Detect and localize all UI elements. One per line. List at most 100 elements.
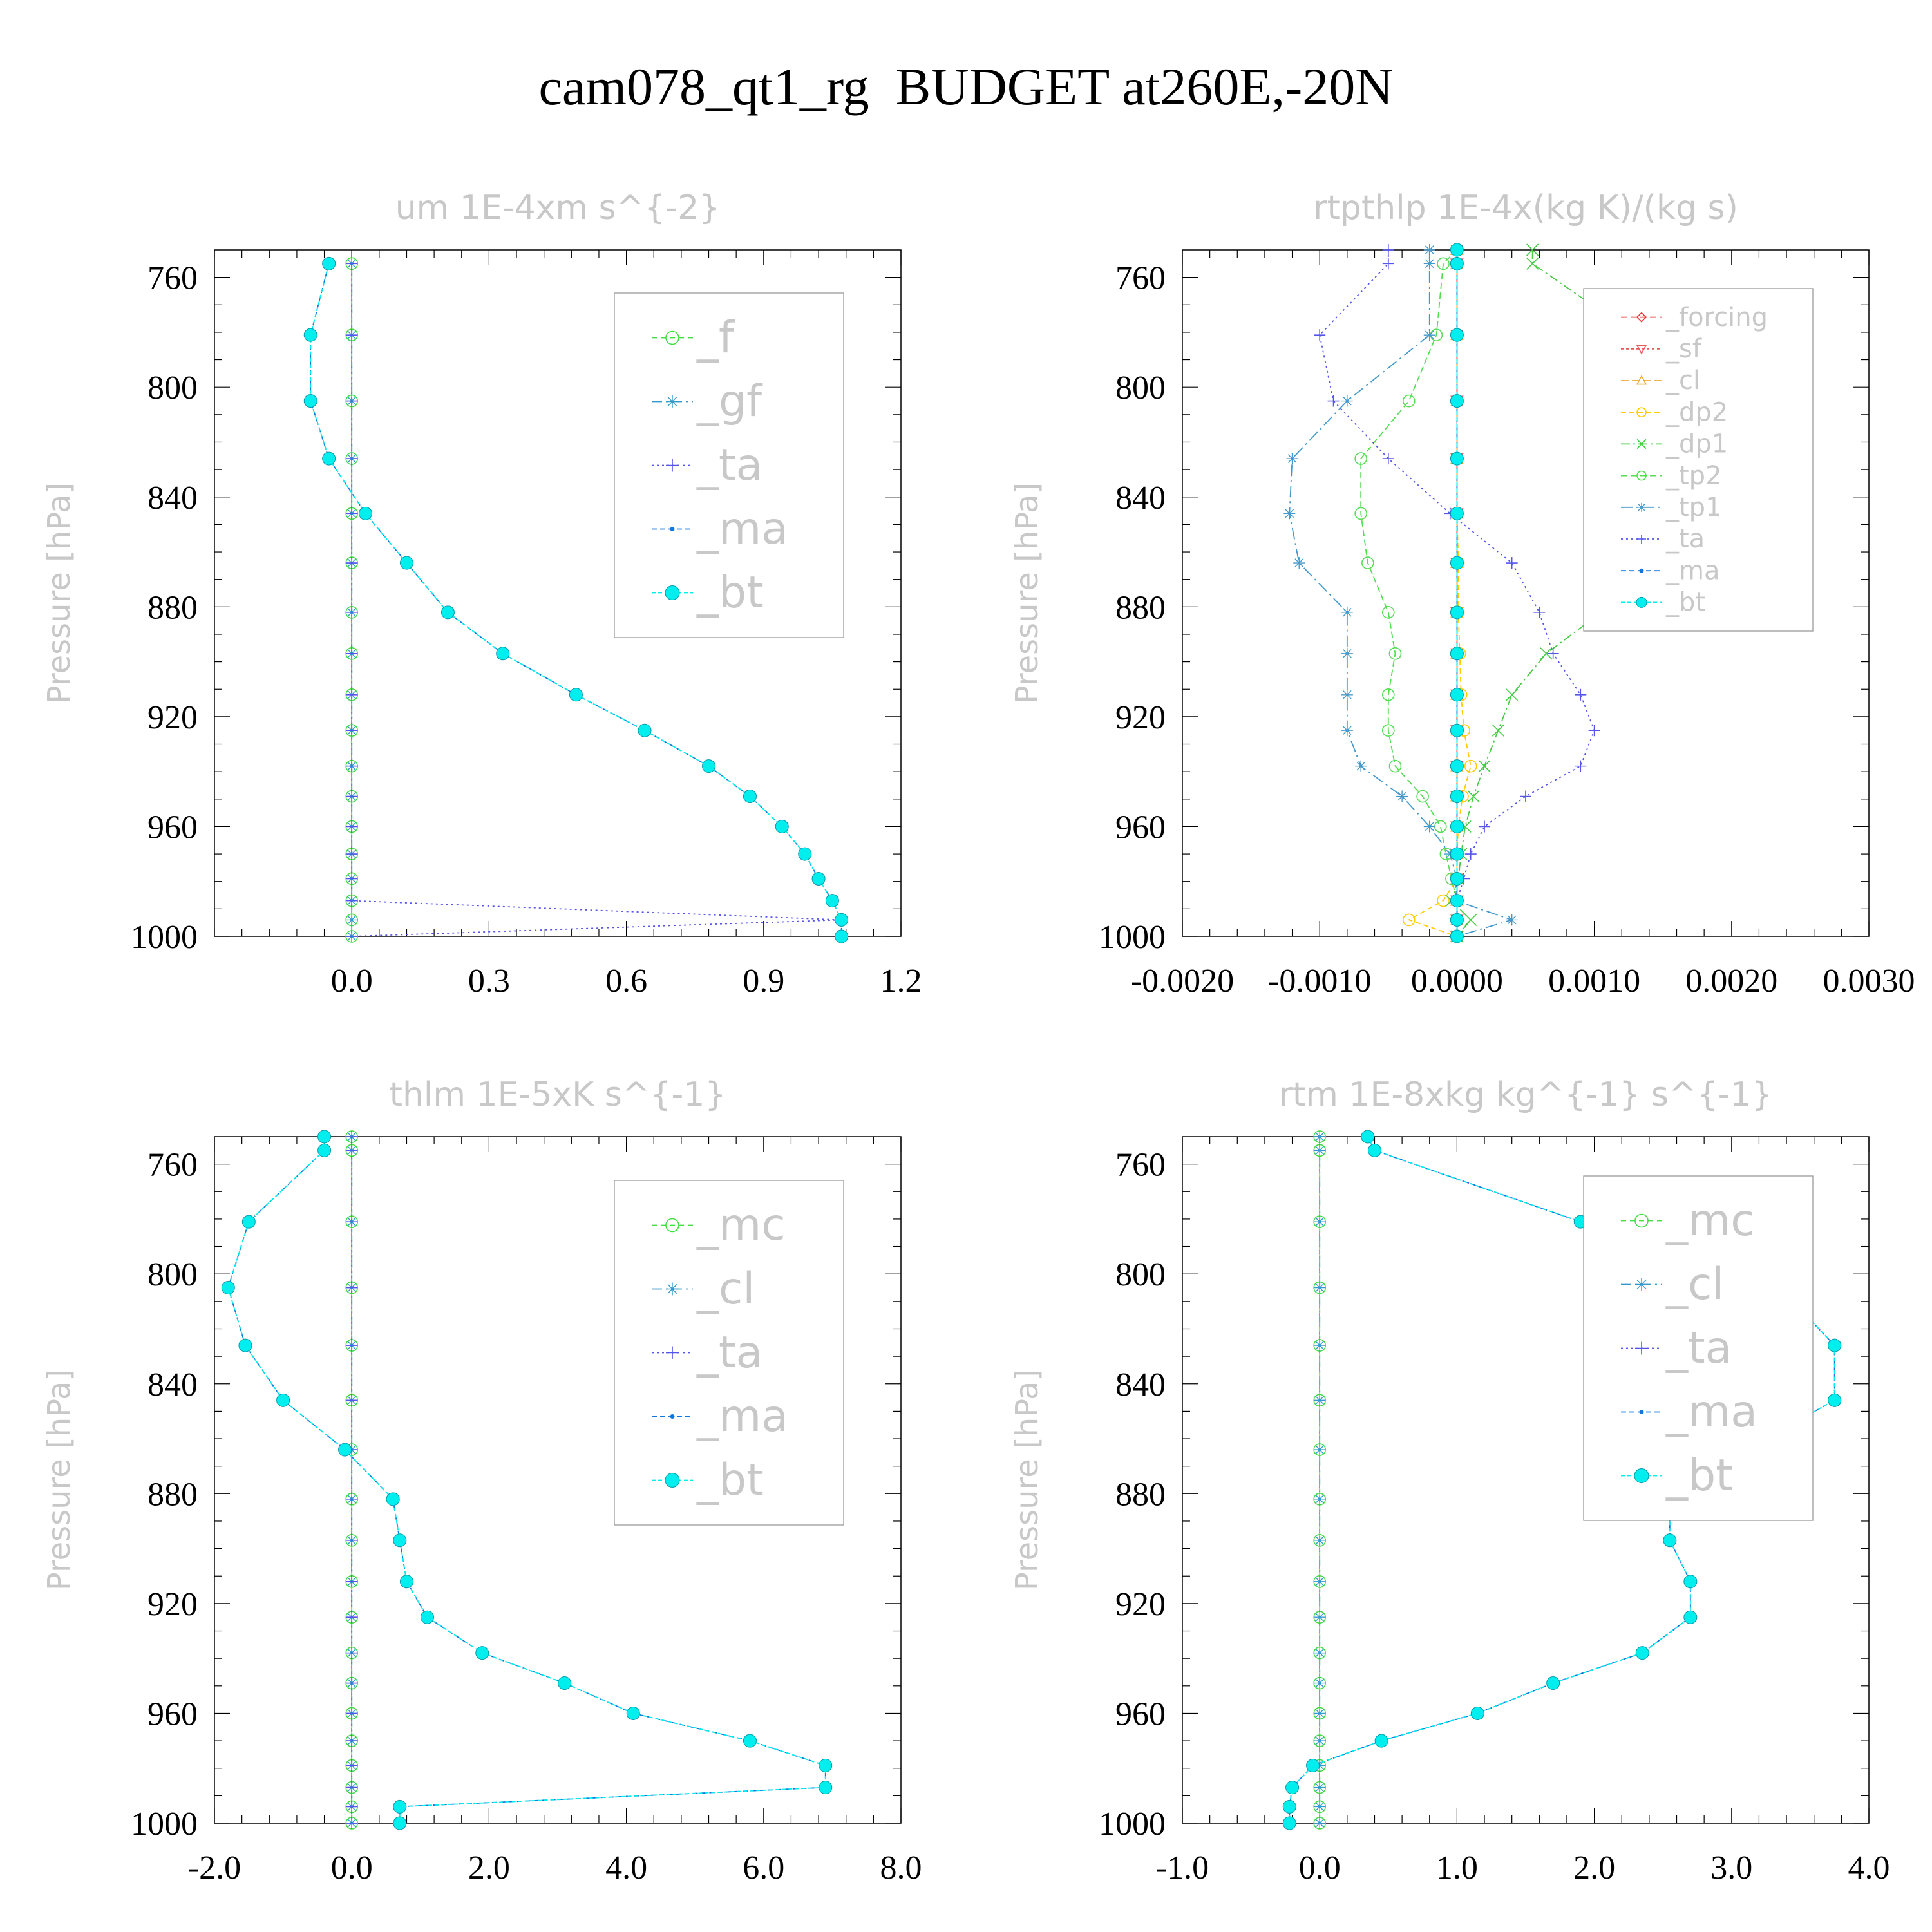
data-point_cl xyxy=(1314,1611,1326,1624)
y-tick-label: 880 xyxy=(1115,589,1166,626)
data-point_bt xyxy=(743,1734,757,1748)
data-point_ta xyxy=(346,895,358,907)
legend-box xyxy=(1583,288,1814,632)
x-tick-label: 2.0 xyxy=(468,1850,510,1886)
legend-label: _mc xyxy=(1665,1195,1755,1246)
data-point_dp1 xyxy=(1506,688,1519,701)
data-point_ta xyxy=(346,1759,358,1772)
legend-marker_dp1 xyxy=(1636,439,1647,449)
y-tick-label: 880 xyxy=(147,589,198,626)
legend-marker_mc xyxy=(1634,1213,1649,1228)
data-point_bt xyxy=(1450,256,1464,270)
data-point_bt xyxy=(1546,1676,1560,1690)
y-tick-label: 1000 xyxy=(131,919,198,956)
x-tick-label: 0.0020 xyxy=(1685,963,1777,999)
x-tick-label: 0.3 xyxy=(468,963,510,999)
data-point_ta xyxy=(346,557,358,569)
legend-marker_bt xyxy=(1634,1468,1649,1483)
legend-marker_bt xyxy=(1636,596,1647,608)
data-point_bt xyxy=(1450,819,1464,833)
data-point_bt xyxy=(359,506,373,520)
series-line_tp1 xyxy=(1289,250,1514,936)
data-point_ta xyxy=(1533,606,1546,618)
data-point_bt xyxy=(393,1816,407,1830)
data-point_bt xyxy=(702,759,716,773)
data-point_ta xyxy=(346,790,358,802)
data-point_tp1 xyxy=(1423,820,1435,833)
data-point_ta xyxy=(346,1611,358,1624)
x-tick-label: 0.6 xyxy=(605,963,647,999)
data-point_bt xyxy=(399,556,413,570)
data-point_ta xyxy=(346,453,358,465)
data-point_bt xyxy=(1683,1575,1698,1589)
legend-marker_ta xyxy=(1637,535,1646,544)
data-point_tp2 xyxy=(1388,647,1402,660)
data-point_bt xyxy=(819,1758,833,1772)
data-point_ta xyxy=(1327,395,1340,407)
data-point_bt xyxy=(825,894,839,908)
data-point_bt xyxy=(1828,1338,1842,1352)
y-tick-label: 800 xyxy=(1115,1256,1166,1293)
data-point_bt xyxy=(819,1781,833,1795)
data-point_tp1 xyxy=(1286,453,1298,465)
data-point_ta xyxy=(1547,647,1559,659)
legend-label: _ma xyxy=(1665,556,1719,585)
data-point_cl xyxy=(1314,1216,1326,1228)
x-tick-label: 1.0 xyxy=(1436,1850,1478,1886)
data-point_bt xyxy=(317,1130,332,1144)
legend-marker_cl xyxy=(1636,375,1647,385)
data-point_tp1 xyxy=(1423,258,1435,270)
legend-label: _ma xyxy=(696,504,788,554)
data-point_ta xyxy=(346,760,358,772)
data-point_cl xyxy=(1314,1340,1326,1352)
legend-label: _tp1 xyxy=(1665,493,1722,522)
data-point_bt xyxy=(1450,506,1464,520)
panel-title: thlm 1E-5xK s^{-1} xyxy=(390,1075,726,1114)
data-point_bt xyxy=(1683,1610,1698,1624)
data-point_ta xyxy=(346,1575,358,1587)
data-point_bt xyxy=(1367,1143,1381,1157)
data-point_cl xyxy=(1314,1759,1326,1772)
data-point_ta xyxy=(1464,848,1477,860)
data-point_bt xyxy=(1306,1758,1320,1772)
data-point_cl xyxy=(1314,1444,1326,1456)
data-point_tp1 xyxy=(1506,914,1518,926)
data-point_bt xyxy=(835,929,849,943)
data-point_bt xyxy=(1450,451,1464,466)
legend-label: _f xyxy=(696,312,735,363)
data-point_cl xyxy=(1314,1781,1326,1794)
data-point_dp1 xyxy=(1540,647,1553,660)
data-point_bt xyxy=(1450,929,1464,943)
data-point_cl xyxy=(1314,1493,1326,1505)
legend-marker_gf xyxy=(666,395,679,408)
data-point_bt xyxy=(775,819,789,833)
y-tick-label: 840 xyxy=(1115,480,1166,516)
data-point_ta xyxy=(346,1801,358,1813)
legend-label: _ta xyxy=(696,440,762,491)
data-point_bt xyxy=(1282,1799,1296,1814)
page-title: cam078_qt1_rg BUDGET at260E,-20N xyxy=(538,57,1394,116)
data-point_bt xyxy=(242,1215,256,1229)
data-point_bt xyxy=(626,1706,640,1720)
x-tick-label: 4.0 xyxy=(1848,1850,1890,1886)
x-tick-label: 1.2 xyxy=(880,963,922,999)
data-point_ta xyxy=(346,606,358,618)
data-point_ta xyxy=(346,647,358,659)
data-point_ta xyxy=(346,820,358,833)
panel-3: 760 800 840 880 920 960 1000 -2.0 0.0 2.0 4.0 6.0 8.… xyxy=(41,1075,922,1886)
y-tick-label: 920 xyxy=(1115,699,1166,736)
x-tick-label: -0.0020 xyxy=(1131,963,1234,999)
data-point_bt xyxy=(1450,647,1464,661)
x-tick-label: -0.0010 xyxy=(1268,963,1371,999)
legend: _forcing_sf_cl_dp2 _dp1_tp2_tp1_ta_ma _bt xyxy=(1583,288,1814,632)
data-point_tp2 xyxy=(1416,790,1429,803)
y-tick-label: 760 xyxy=(1115,260,1166,297)
x-tick-label: 0.0 xyxy=(331,1850,373,1886)
data-point_ta xyxy=(346,848,358,860)
x-tick-label: 0.9 xyxy=(743,963,784,999)
y-axis-title: Pressure [hPa] xyxy=(41,482,77,704)
data-point_bt xyxy=(569,688,583,702)
data-point_tp1 xyxy=(1341,606,1353,618)
legend-marker_forcing xyxy=(1636,312,1647,323)
x-tick-label: 0.0 xyxy=(331,963,373,999)
